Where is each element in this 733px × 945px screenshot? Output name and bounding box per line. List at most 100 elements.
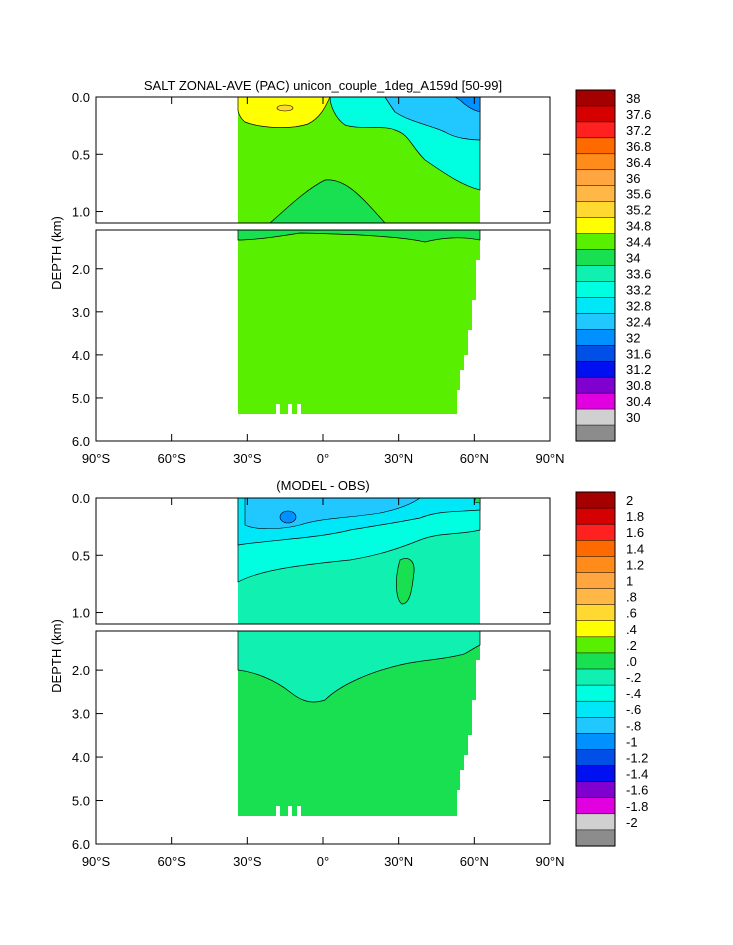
colorbar-label: -.6 bbox=[626, 702, 641, 717]
colorbar-label: .4 bbox=[626, 622, 637, 637]
bias-core bbox=[279, 510, 297, 524]
x-tick-label: 60°N bbox=[460, 854, 489, 869]
colorbar-label: 30.4 bbox=[626, 394, 651, 409]
topography-gap bbox=[276, 806, 280, 816]
x-tick-label: 30°N bbox=[384, 451, 413, 466]
fresher-water-region bbox=[384, 97, 481, 141]
colorbar-swatch bbox=[575, 392, 616, 410]
colorbar-swatch bbox=[575, 89, 616, 107]
colorbar-swatch bbox=[575, 249, 616, 267]
colorbar: 3837.637.236.836.43635.635.234.834.43433… bbox=[575, 89, 651, 442]
colorbar-label: -1.2 bbox=[626, 751, 648, 766]
panel-title: SALT ZONAL-AVE (PAC) unicon_couple_1deg_… bbox=[144, 78, 502, 93]
x-tick-label: 90°S bbox=[82, 451, 111, 466]
colorbar-frame bbox=[575, 89, 616, 442]
colorbar-label: 31.2 bbox=[626, 362, 651, 377]
y-tick-label: 0.5 bbox=[72, 147, 90, 162]
colorbar-swatch bbox=[575, 329, 616, 346]
y-tick-label: 5.0 bbox=[72, 794, 90, 809]
x-tick-label: 30°S bbox=[233, 854, 262, 869]
colorbar-label: 1.8 bbox=[626, 509, 644, 524]
colorbar-swatch bbox=[575, 360, 616, 378]
colorbar-label: -1.4 bbox=[626, 767, 648, 782]
colorbar-label: -.8 bbox=[626, 718, 641, 733]
salinity-panel: SALT ZONAL-AVE (PAC) unicon_couple_1deg_… bbox=[49, 78, 651, 466]
colorbar-label: 34.4 bbox=[626, 235, 651, 250]
y-tick-label: 4.0 bbox=[72, 348, 90, 363]
y-tick-label: 0.0 bbox=[72, 90, 90, 105]
y-tick-label: 3.0 bbox=[72, 707, 90, 722]
colorbar-swatch bbox=[575, 668, 616, 686]
colorbar-swatch bbox=[575, 217, 616, 235]
y-tick-label: 3.0 bbox=[72, 305, 90, 320]
colorbar-label: -.2 bbox=[626, 670, 641, 685]
panel-title: (MODEL - OBS) bbox=[276, 478, 369, 493]
x-tick-label: 30°N bbox=[384, 854, 413, 869]
colorbar-label: 1.2 bbox=[626, 557, 644, 572]
colorbar-swatch bbox=[575, 121, 616, 139]
colorbar-swatch bbox=[575, 636, 616, 654]
colorbar-label: 36.4 bbox=[626, 155, 651, 170]
upper-section-field bbox=[237, 97, 481, 223]
salinity-max-core bbox=[276, 104, 294, 112]
y-tick-label: 5.0 bbox=[72, 391, 90, 406]
colorbar-label: -1.6 bbox=[626, 783, 648, 798]
lower-section-field bbox=[237, 230, 481, 414]
colorbar-label: 34.8 bbox=[626, 219, 651, 234]
colorbar-frame bbox=[575, 491, 616, 847]
colorbar-swatch bbox=[575, 765, 616, 783]
topography-gap bbox=[288, 404, 292, 414]
colorbar-label: -2 bbox=[626, 815, 638, 830]
x-tick-label: 90°S bbox=[82, 854, 111, 869]
y-tick-label: 2.0 bbox=[72, 663, 90, 678]
x-axis-ticks: 90°S 60°S 30°S 0° 30°N 60°N 90°N bbox=[82, 97, 565, 466]
y-tick-label: 2.0 bbox=[72, 262, 90, 277]
colorbar-label: 36 bbox=[626, 171, 640, 186]
colorbar-swatch bbox=[575, 281, 616, 298]
colorbar-swatch bbox=[575, 733, 616, 750]
topography-gap bbox=[288, 806, 292, 816]
x-tick-label: 60°S bbox=[157, 854, 186, 869]
colorbar-swatch bbox=[575, 297, 616, 314]
colorbar-swatch bbox=[575, 588, 616, 606]
colorbar-label: 34 bbox=[626, 251, 640, 266]
colorbar-swatch bbox=[575, 201, 616, 219]
freshest-water-region bbox=[454, 97, 481, 113]
field-background bbox=[238, 230, 480, 414]
colorbar-swatch bbox=[575, 313, 616, 330]
fresh-bias-region bbox=[237, 631, 481, 703]
colorbar-label: -1.8 bbox=[626, 799, 648, 814]
colorbar-label: 30.8 bbox=[626, 378, 651, 393]
colorbar-swatch bbox=[575, 233, 616, 251]
x-tick-label: 0° bbox=[317, 451, 329, 466]
colorbar-label: 1.4 bbox=[626, 541, 644, 556]
x-tick-label: 90°N bbox=[535, 854, 564, 869]
colorbar-label: -1 bbox=[626, 734, 638, 749]
colorbar-label: 37.6 bbox=[626, 107, 651, 122]
colorbar-label: 35.6 bbox=[626, 187, 651, 202]
colorbar-label: 30 bbox=[626, 410, 640, 425]
x-tick-label: 60°S bbox=[157, 451, 186, 466]
colorbar-label: 32.4 bbox=[626, 314, 651, 329]
x-tick-label: 60°N bbox=[460, 451, 489, 466]
colorbar-label: 36.8 bbox=[626, 139, 651, 154]
colorbar-swatch bbox=[575, 491, 616, 509]
colorbar-label: .8 bbox=[626, 590, 637, 605]
colorbar-swatch bbox=[575, 829, 616, 847]
colorbar-label: .2 bbox=[626, 638, 637, 653]
colorbar-swatch bbox=[575, 137, 616, 155]
colorbar-swatch bbox=[575, 700, 616, 718]
colorbar-swatch bbox=[575, 507, 616, 525]
colorbar-swatch bbox=[575, 540, 616, 557]
colorbar-swatch bbox=[575, 717, 616, 734]
aaiw-residual bbox=[237, 230, 481, 243]
colorbar-swatch bbox=[575, 797, 616, 815]
colorbar-swatch bbox=[575, 749, 616, 767]
colorbar-swatch bbox=[575, 153, 616, 171]
topography-gap bbox=[297, 806, 301, 816]
colorbar-label: 1.6 bbox=[626, 525, 644, 540]
colorbar-swatch bbox=[575, 408, 616, 426]
colorbar-label: 35.2 bbox=[626, 203, 651, 218]
colorbar-swatch bbox=[575, 105, 616, 123]
